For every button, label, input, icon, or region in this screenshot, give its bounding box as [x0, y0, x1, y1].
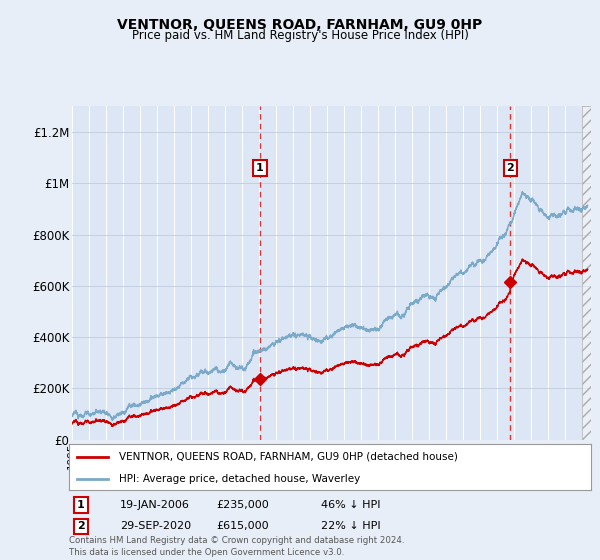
Text: VENTNOR, QUEENS ROAD, FARNHAM, GU9 0HP (detached house): VENTNOR, QUEENS ROAD, FARNHAM, GU9 0HP (…: [119, 452, 457, 462]
Text: VENTNOR, QUEENS ROAD, FARNHAM, GU9 0HP: VENTNOR, QUEENS ROAD, FARNHAM, GU9 0HP: [118, 18, 482, 32]
Text: 22% ↓ HPI: 22% ↓ HPI: [321, 521, 380, 531]
Text: £615,000: £615,000: [216, 521, 269, 531]
Text: Price paid vs. HM Land Registry's House Price Index (HPI): Price paid vs. HM Land Registry's House …: [131, 29, 469, 42]
Text: 29-SEP-2020: 29-SEP-2020: [120, 521, 191, 531]
Text: 19-JAN-2006: 19-JAN-2006: [120, 500, 190, 510]
Polygon shape: [583, 106, 591, 440]
Text: 1: 1: [77, 500, 85, 510]
Text: Contains HM Land Registry data © Crown copyright and database right 2024.
This d: Contains HM Land Registry data © Crown c…: [69, 536, 404, 557]
Text: 2: 2: [506, 163, 514, 173]
Text: HPI: Average price, detached house, Waverley: HPI: Average price, detached house, Wave…: [119, 474, 360, 483]
Text: £235,000: £235,000: [216, 500, 269, 510]
Text: 1: 1: [256, 163, 264, 173]
Text: 2: 2: [77, 521, 85, 531]
Text: 46% ↓ HPI: 46% ↓ HPI: [321, 500, 380, 510]
